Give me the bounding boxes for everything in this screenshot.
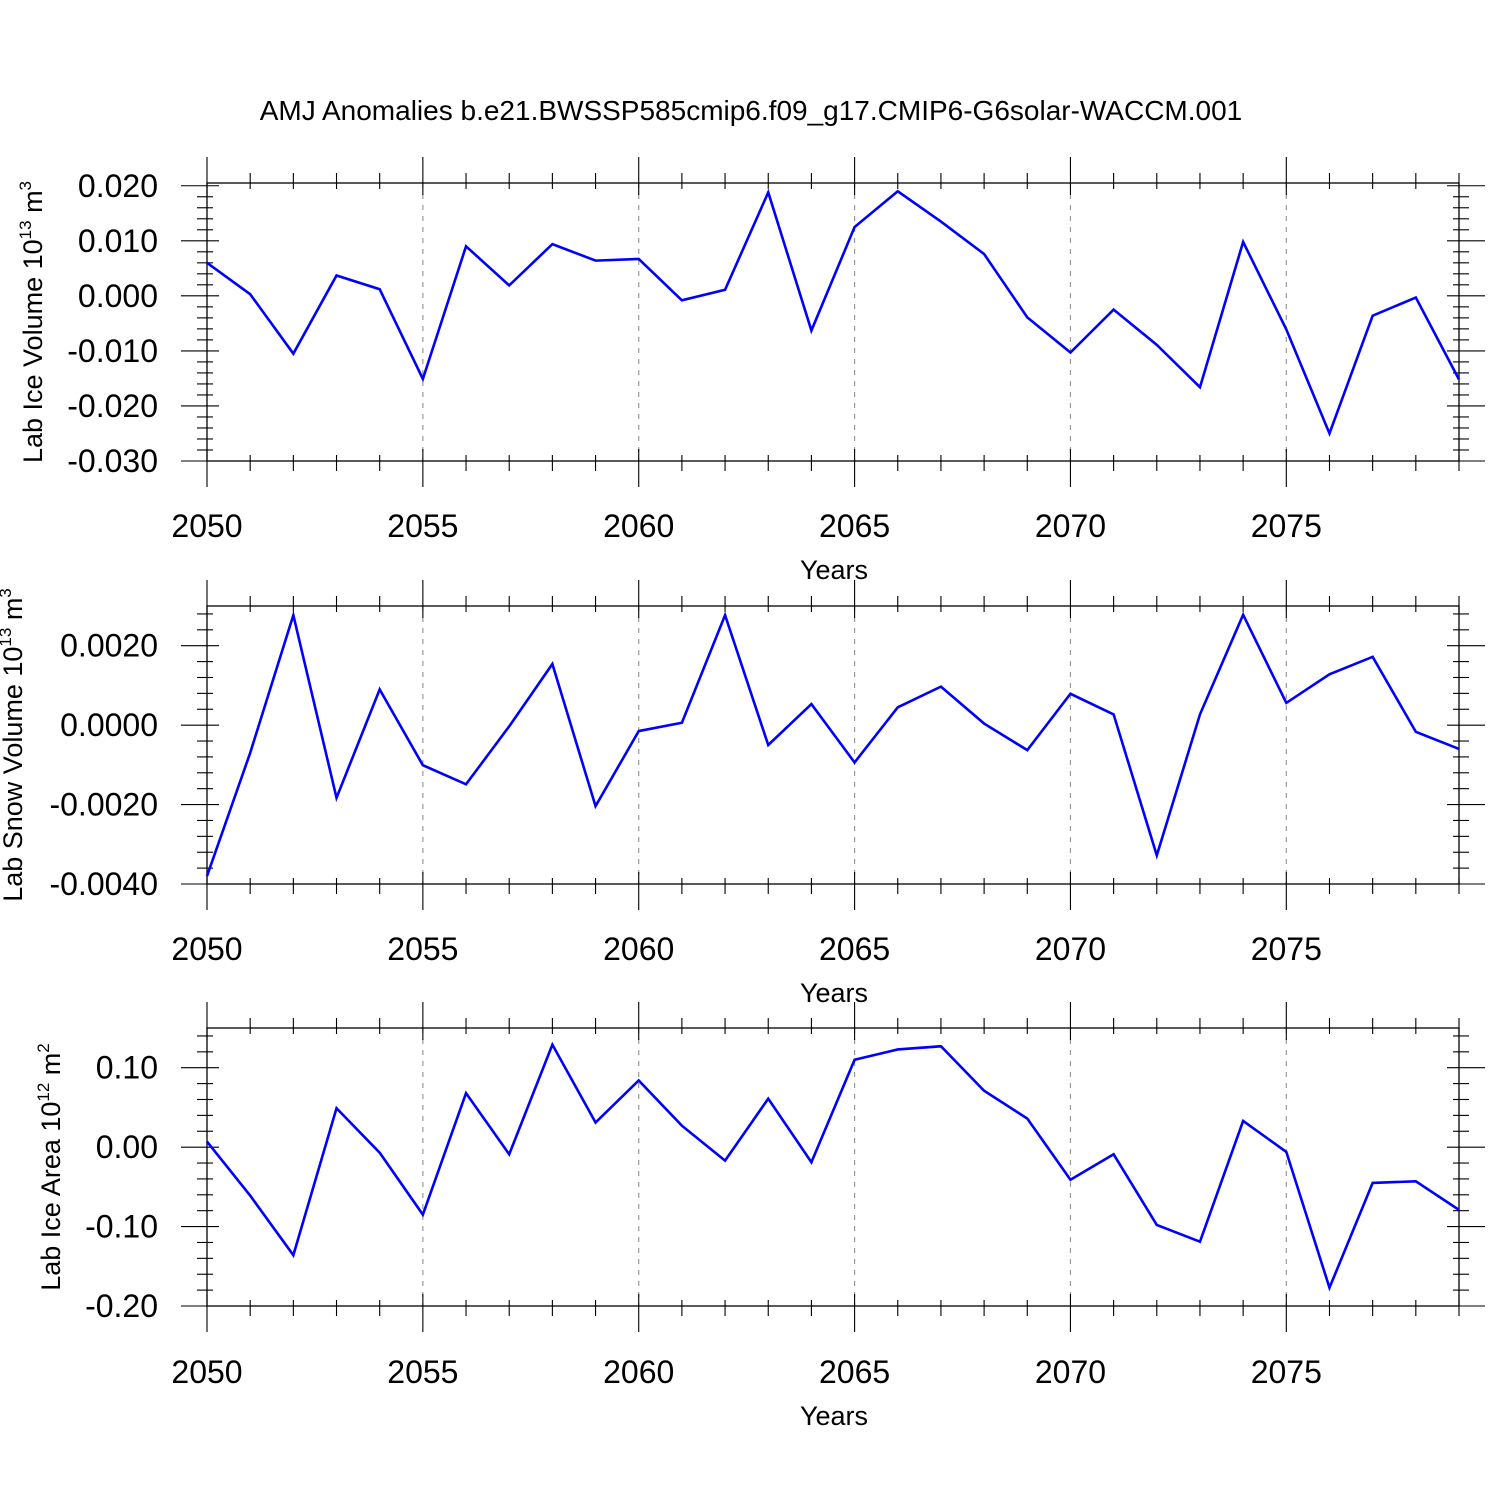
y-axis-label-superscript: 13 [16, 220, 35, 239]
series-line [205, 1041, 1460, 1292]
y-tick-label: 0.0020 [60, 628, 158, 664]
plot-frame [206, 182, 1460, 462]
y-axis-label-superscript: 3 [0, 588, 15, 597]
x-tick-label: 2060 [603, 931, 674, 967]
y-axis-label-part: Lab Ice Volume 10 [18, 239, 48, 463]
x-axis-label: Years [800, 555, 868, 585]
y-axis-label-superscript: 3 [16, 181, 35, 190]
x-tick-label: 2050 [171, 931, 242, 967]
panel-3: 2050 2055 2060 2065 2070 2075 Years -0.20 -0.10 0… [34, 1002, 1485, 1431]
chart-title: AMJ Anomalies b.e21.BWSSP585cmip6.f09_g1… [260, 95, 1243, 126]
series-line [206, 188, 1461, 438]
x-tick-label: 2075 [1251, 508, 1322, 544]
y-axis-label-superscript: 12 [34, 1083, 53, 1102]
x-tick-label: 2065 [819, 1354, 890, 1390]
y-tick-label: 0.010 [78, 223, 158, 259]
y-tick-label: -0.10 [85, 1209, 158, 1245]
x-axis-label: Years [800, 978, 868, 1008]
y-axis-label-part: m [0, 598, 28, 628]
x-tick-label: 2070 [1035, 931, 1106, 967]
y-axis-label-superscript: 2 [34, 1043, 53, 1052]
plot-frame [206, 605, 1460, 885]
x-tick-label: 2070 [1035, 508, 1106, 544]
series-line [205, 610, 1460, 877]
y-axis-label: Lab Ice Area 1012 m2 [34, 1043, 66, 1291]
y-axis-label-part: Lab Snow Volume 10 [0, 647, 28, 902]
y-tick-label: -0.0040 [49, 866, 158, 902]
x-tick-label: 2060 [603, 1354, 674, 1390]
panel-1: 2050 2055 2060 2065 2070 2075 Years -0.030 -0.02… [16, 157, 1485, 585]
x-tick-label: 2065 [819, 508, 890, 544]
y-axis-label: Lab Ice Volume 1013 m3 [16, 181, 48, 463]
y-axis-label-part: Lab Ice Area 10 [36, 1102, 66, 1291]
x-tick-label: 2055 [387, 931, 458, 967]
x-tick-label: 2050 [171, 1354, 242, 1390]
x-tick-label: 2075 [1251, 931, 1322, 967]
x-tick-label: 2060 [603, 508, 674, 544]
y-axis-label-part: m [18, 190, 48, 220]
y-axis-label-part: m [36, 1053, 66, 1083]
x-tick-label: 2050 [171, 508, 242, 544]
y-axis-label-superscript: 13 [0, 628, 15, 647]
y-tick-label: 0.020 [78, 168, 158, 204]
y-tick-label: -0.20 [85, 1288, 158, 1324]
y-tick-label: 0.000 [78, 278, 158, 314]
x-tick-label: 2055 [387, 508, 458, 544]
y-tick-label: -0.0020 [49, 787, 158, 823]
x-tick-label: 2065 [819, 931, 890, 967]
y-tick-label: -0.010 [67, 333, 158, 369]
x-axis-label: Years [800, 1401, 868, 1431]
x-tick-label: 2075 [1251, 1354, 1322, 1390]
y-tick-label: -0.020 [67, 388, 158, 424]
plot-frame [206, 1027, 1460, 1307]
y-tick-label: 0.0000 [60, 707, 158, 743]
y-tick-label: 0.10 [96, 1050, 158, 1086]
y-axis-label: Lab Snow Volume 1013 m3 [0, 588, 28, 902]
x-tick-label: 2070 [1035, 1354, 1106, 1390]
x-tick-label: 2055 [387, 1354, 458, 1390]
panel-2: 2050 2055 2060 2065 2070 2075 Years -0.0040 -0.0… [0, 580, 1485, 1008]
y-tick-label: -0.030 [67, 443, 158, 479]
y-tick-label: 0.00 [96, 1129, 158, 1165]
